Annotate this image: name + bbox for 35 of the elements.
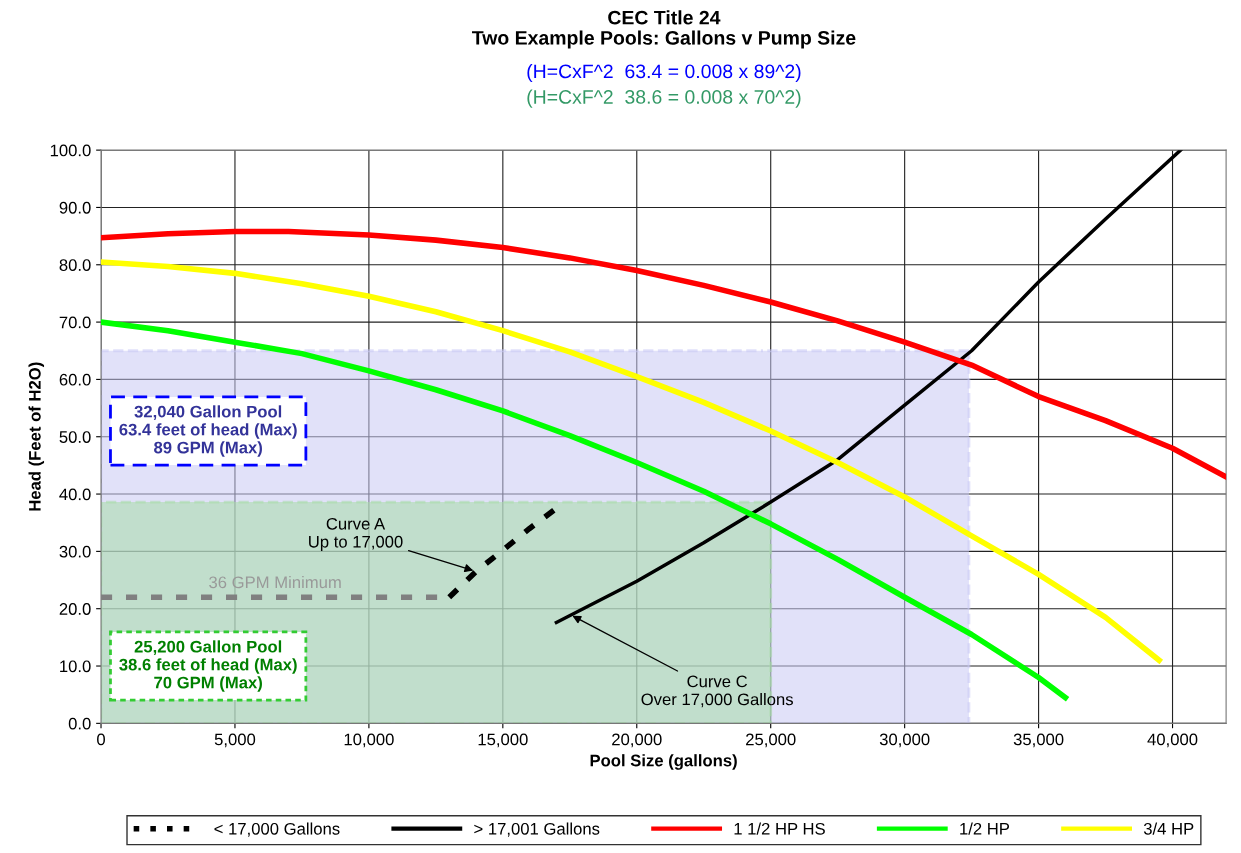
- y-tick-label: 90.0: [59, 201, 91, 214]
- annotation: 25,200 Gallon Pool 38.6 feet of head (Max) 70 GPM (Max): [119, 640, 297, 692]
- legend-label: 1 1/2 HP HS: [734, 822, 825, 835]
- x-tick-label: 15,000: [478, 733, 528, 748]
- x-tick-label: 40,000: [1147, 733, 1198, 748]
- legend-label: > 17,001 Gallons: [474, 822, 600, 837]
- y-tick-label: 50.0: [59, 431, 91, 443]
- line-series: [554, 150, 1183, 625]
- y-tick-label: 20.0: [59, 603, 91, 615]
- annotation: 36 GPM Minimum: [209, 575, 341, 589]
- y-tick-label: 70.0: [59, 316, 91, 329]
- legend-label: < 17,000 Gallons: [214, 822, 340, 837]
- x-tick-label: 20,000: [612, 733, 662, 748]
- y-tick-label: 10.0: [60, 660, 91, 673]
- x-axis-title: Pool Size (gallons): [590, 754, 737, 770]
- x-tick-label: 0: [97, 733, 105, 746]
- y-tick-label: 0.0: [68, 717, 91, 730]
- x-tick-label: 5,000: [214, 733, 256, 748]
- legend-label: 3/4 HP: [1143, 822, 1194, 835]
- annotation: Curve C Over 17,000 Gallons: [641, 675, 793, 708]
- y-tick-label: 60.0: [59, 373, 91, 386]
- legend-label: 1/2 HP: [960, 822, 1010, 835]
- chart-subtitle: (H=CxF^2 63.4 = 0.008 x 89^2) (H=CxF^2 38.6 = 0.008 x 70^2): [527, 63, 801, 108]
- x-tick-label: 30,000: [879, 733, 930, 748]
- x-tick-label: 25,000: [746, 733, 796, 748]
- y-tick-label: 100.0: [50, 144, 91, 157]
- y-tick-label: 40.0: [59, 488, 91, 501]
- x-tick-label: 10,000: [344, 733, 394, 748]
- annotation: 32,040 Gallon Pool 63.4 feet of head (Max) 89 GPM (Max): [119, 405, 297, 457]
- y-tick-label: 80.0: [59, 259, 91, 271]
- chart-title: CEC Title 24 Two Example Pools: Gallons v Pump Size: [472, 10, 856, 49]
- x-tick-label: 35,000: [1013, 733, 1064, 748]
- y-tick-label: 30.0: [59, 545, 91, 558]
- y-axis-title: Head (Feet of H2O): [28, 362, 45, 511]
- annotation: Curve A Up to 17,000: [309, 517, 403, 551]
